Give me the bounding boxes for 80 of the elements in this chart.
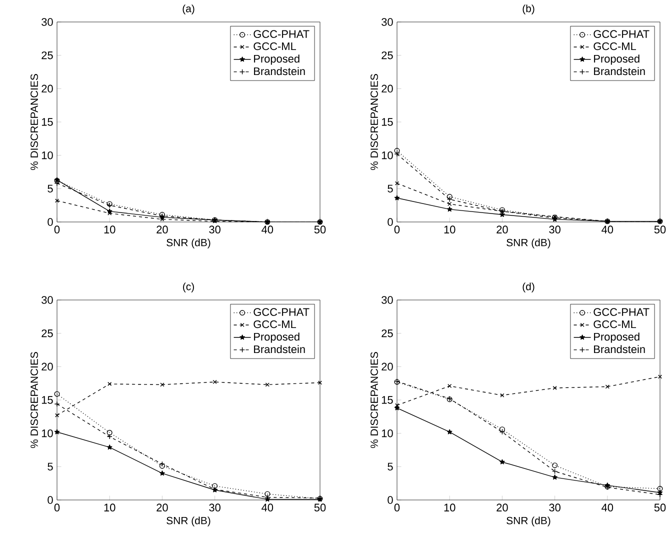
y-tick-label: 20 <box>382 84 393 93</box>
x-axis-title: SNR (dB) <box>506 238 550 248</box>
x-tick-label: 20 <box>496 504 508 512</box>
y-tick-label: 0 <box>388 218 393 226</box>
x-tick-label: 50 <box>654 504 666 512</box>
y-tick-label: 20 <box>382 362 393 371</box>
y-tick-label: 5 <box>48 462 53 470</box>
chart-title: (b) <box>522 4 534 14</box>
chart-title: (c) <box>183 282 194 292</box>
y-tick-label: 10 <box>382 429 393 438</box>
legend-label: Proposed <box>594 54 640 65</box>
legend-label: Brandstein <box>254 345 305 354</box>
legend-label: GCC-PHAT <box>594 30 650 38</box>
x-tick-label: 30 <box>209 504 220 512</box>
legend-label: GCC-PHAT <box>254 30 310 38</box>
x-tick-label: 50 <box>314 226 326 234</box>
y-axis-title: % DISCREPANCIES <box>30 74 38 170</box>
y-tick-label: 30 <box>382 18 393 26</box>
x-tick-label: 20 <box>156 504 168 512</box>
y-tick-label: 25 <box>42 329 53 338</box>
y-tick-label: 10 <box>42 151 53 160</box>
chart-title: (d) <box>522 282 534 292</box>
x-tick-label: 50 <box>314 504 326 512</box>
y-tick-label: 25 <box>382 51 393 60</box>
x-tick-label: 30 <box>209 226 220 234</box>
legend-label: GCC-PHAT <box>594 308 650 316</box>
y-tick-label: 15 <box>42 396 53 404</box>
y-tick-label: 15 <box>382 118 393 126</box>
y-axis-title: % DISCREPANCIES <box>370 74 378 170</box>
legend-label: GCC-ML <box>594 42 636 50</box>
x-tick-label: 0 <box>394 226 400 234</box>
x-tick-label: 40 <box>262 226 274 234</box>
y-tick-label: 0 <box>48 218 53 226</box>
x-tick-label: 0 <box>54 226 60 234</box>
x-axis-title: SNR (dB) <box>166 516 210 526</box>
x-axis-title: SNR (dB) <box>506 516 550 526</box>
x-tick-label: 50 <box>654 226 666 234</box>
y-tick-label: 20 <box>42 362 53 371</box>
y-tick-label: 30 <box>42 296 53 304</box>
x-tick-label: 0 <box>394 504 400 512</box>
legend-label: Brandstein <box>594 67 645 76</box>
y-axis-title: % DISCREPANCIES <box>370 352 378 448</box>
y-tick-label: 25 <box>42 51 53 60</box>
legend-label: GCC-ML <box>254 320 296 328</box>
legend-label: GCC-ML <box>594 320 636 328</box>
legend-label: Brandstein <box>254 67 305 76</box>
y-tick-label: 15 <box>382 396 393 404</box>
legend-label: GCC-PHAT <box>254 308 310 316</box>
y-tick-label: 30 <box>382 296 393 304</box>
chart-title: (a) <box>182 4 194 14</box>
x-tick-label: 10 <box>104 226 116 234</box>
y-tick-label: 5 <box>48 184 53 192</box>
y-tick-label: 5 <box>388 184 393 192</box>
x-tick-label: 20 <box>156 226 168 234</box>
y-tick-label: 0 <box>48 496 53 504</box>
y-tick-label: 10 <box>382 151 393 160</box>
x-tick-label: 10 <box>444 226 456 234</box>
x-tick-label: 40 <box>602 504 614 512</box>
legend-label: Brandstein <box>594 345 645 354</box>
y-tick-label: 0 <box>388 496 393 504</box>
y-axis-title: % DISCREPANCIES <box>30 352 38 448</box>
x-tick-label: 30 <box>549 226 560 234</box>
x-tick-label: 40 <box>602 226 614 234</box>
x-axis-title: SNR (dB) <box>166 238 210 248</box>
x-tick-label: 10 <box>444 504 456 512</box>
y-tick-label: 25 <box>382 329 393 338</box>
legend-label: GCC-ML <box>254 42 296 50</box>
legend-label: Proposed <box>594 332 640 343</box>
x-tick-label: 20 <box>496 226 508 234</box>
y-tick-label: 15 <box>42 118 53 126</box>
y-tick-label: 5 <box>388 462 393 470</box>
x-tick-label: 30 <box>549 504 560 512</box>
y-tick-label: 20 <box>42 84 53 93</box>
y-tick-label: 10 <box>42 429 53 438</box>
legend-label: Proposed <box>254 54 300 65</box>
legend-label: Proposed <box>254 332 300 343</box>
y-tick-label: 30 <box>42 18 53 26</box>
x-tick-label: 10 <box>104 504 116 512</box>
x-tick-label: 40 <box>262 504 274 512</box>
x-tick-label: 0 <box>54 504 60 512</box>
